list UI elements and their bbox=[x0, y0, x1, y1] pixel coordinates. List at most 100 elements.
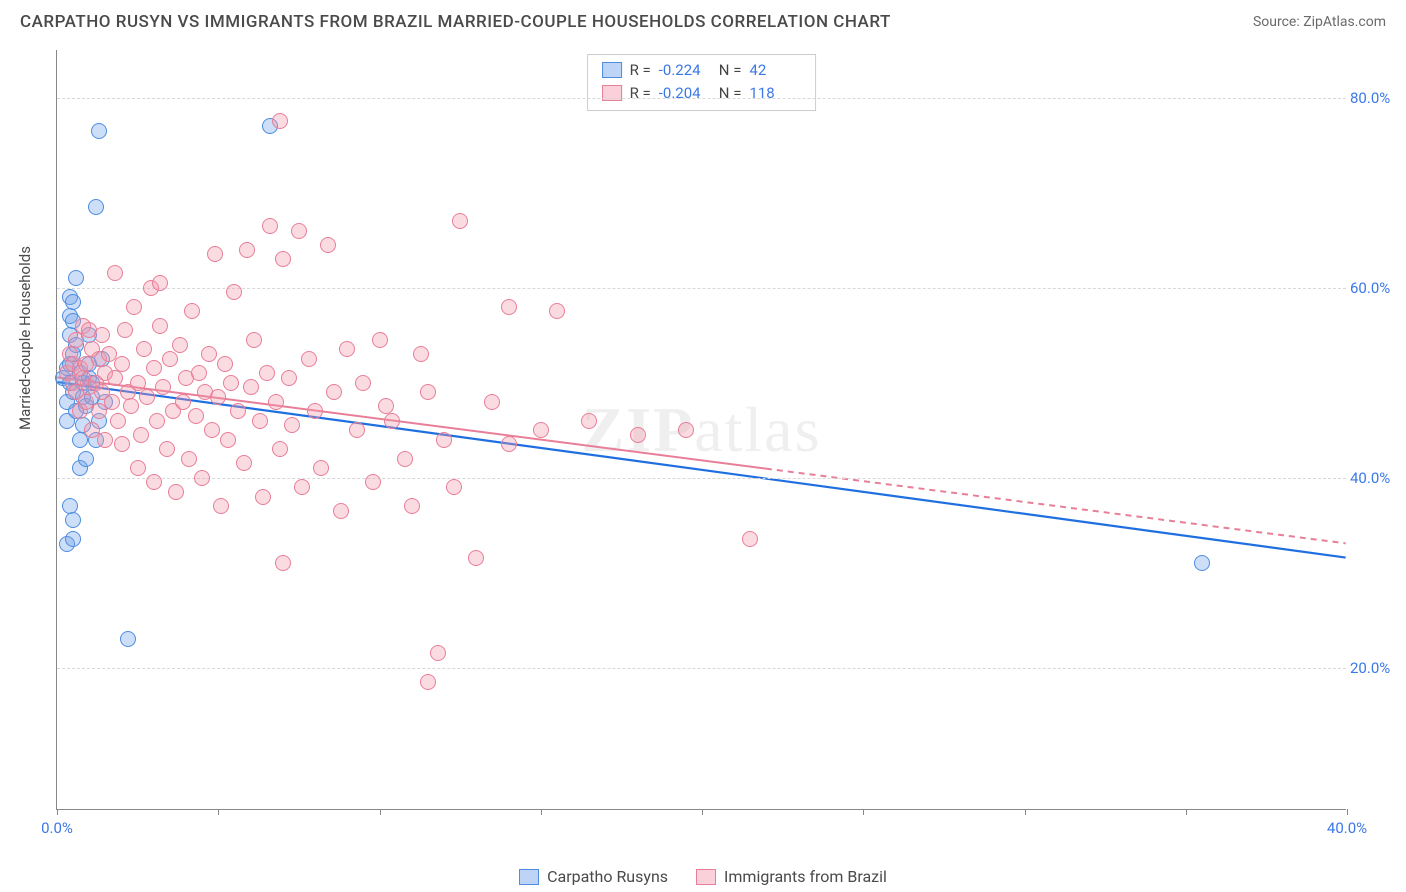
data-point bbox=[217, 356, 233, 372]
data-point bbox=[355, 375, 371, 391]
data-point bbox=[307, 403, 323, 419]
data-point bbox=[420, 384, 436, 400]
data-point bbox=[136, 341, 152, 357]
scatter-chart: ZIPatlas R =-0.224N =42R =-0.204N =118 2… bbox=[56, 50, 1346, 810]
legend-label: Carpatho Rusyns bbox=[547, 867, 668, 886]
x-tick bbox=[380, 809, 381, 815]
data-point bbox=[275, 251, 291, 267]
data-point bbox=[223, 375, 239, 391]
data-point bbox=[65, 531, 81, 547]
data-point bbox=[430, 645, 446, 661]
data-point bbox=[742, 531, 758, 547]
x-tick bbox=[702, 809, 703, 815]
data-point bbox=[130, 460, 146, 476]
data-point bbox=[281, 370, 297, 386]
data-point bbox=[252, 413, 268, 429]
y-axis-label: Married-couple Households bbox=[16, 246, 34, 430]
data-point bbox=[404, 498, 420, 514]
data-point bbox=[188, 408, 204, 424]
data-point bbox=[349, 422, 365, 438]
data-point bbox=[268, 394, 284, 410]
data-point bbox=[152, 318, 168, 334]
data-point bbox=[201, 346, 217, 362]
r-label: R = bbox=[630, 59, 651, 82]
data-point bbox=[284, 417, 300, 433]
data-point bbox=[549, 303, 565, 319]
data-point bbox=[94, 327, 110, 343]
x-tick bbox=[57, 809, 58, 815]
data-point bbox=[88, 199, 104, 215]
gridline-h bbox=[57, 98, 1346, 99]
correlation-stats-box: R =-0.224N =42R =-0.204N =118 bbox=[587, 54, 817, 111]
y-tick-label: 20.0% bbox=[1350, 659, 1400, 677]
series-swatch bbox=[602, 62, 622, 78]
data-point bbox=[320, 237, 336, 253]
data-point bbox=[117, 322, 133, 338]
x-tick bbox=[863, 809, 864, 815]
data-point bbox=[110, 413, 126, 429]
data-point bbox=[91, 123, 107, 139]
data-point bbox=[155, 379, 171, 395]
data-point bbox=[133, 427, 149, 443]
data-point bbox=[468, 550, 484, 566]
data-point bbox=[259, 365, 275, 381]
data-point bbox=[372, 332, 388, 348]
legend-label: Immigrants from Brazil bbox=[724, 867, 887, 886]
data-point bbox=[175, 394, 191, 410]
data-point bbox=[204, 422, 220, 438]
data-point bbox=[168, 484, 184, 500]
stats-row: R =-0.224N =42 bbox=[602, 59, 802, 82]
data-point bbox=[172, 337, 188, 353]
data-point bbox=[210, 389, 226, 405]
x-tick-label: 0.0% bbox=[41, 819, 73, 837]
data-point bbox=[313, 460, 329, 476]
data-point bbox=[243, 379, 259, 395]
data-point bbox=[239, 242, 255, 258]
data-point bbox=[104, 394, 120, 410]
data-point bbox=[230, 403, 246, 419]
x-tick bbox=[541, 809, 542, 815]
data-point bbox=[630, 427, 646, 443]
data-point bbox=[114, 356, 130, 372]
data-point bbox=[339, 341, 355, 357]
x-tick bbox=[1186, 809, 1187, 815]
data-point bbox=[255, 489, 271, 505]
data-point bbox=[446, 479, 462, 495]
source-attribution: Source: ZipAtlas.com bbox=[1253, 14, 1386, 30]
trend-lines bbox=[57, 50, 1346, 809]
gridline-h bbox=[57, 668, 1346, 669]
data-point bbox=[413, 346, 429, 362]
data-point bbox=[78, 451, 94, 467]
data-point bbox=[533, 422, 549, 438]
y-tick-label: 80.0% bbox=[1350, 89, 1400, 107]
data-point bbox=[246, 332, 262, 348]
data-point bbox=[678, 422, 694, 438]
data-point bbox=[420, 674, 436, 690]
data-point bbox=[384, 413, 400, 429]
data-point bbox=[262, 218, 278, 234]
data-point bbox=[501, 299, 517, 315]
data-point bbox=[1194, 555, 1210, 571]
data-point bbox=[294, 479, 310, 495]
data-point bbox=[159, 441, 175, 457]
legend-item: Immigrants from Brazil bbox=[696, 867, 887, 886]
data-point bbox=[68, 270, 84, 286]
data-point bbox=[326, 384, 342, 400]
data-point bbox=[149, 413, 165, 429]
data-point bbox=[107, 265, 123, 281]
data-point bbox=[452, 213, 468, 229]
n-label: N = bbox=[719, 82, 742, 105]
data-point bbox=[123, 398, 139, 414]
n-label: N = bbox=[719, 59, 742, 82]
data-point bbox=[152, 275, 168, 291]
data-point bbox=[146, 474, 162, 490]
data-point bbox=[581, 413, 597, 429]
data-point bbox=[65, 294, 81, 310]
data-point bbox=[236, 455, 252, 471]
x-tick bbox=[1025, 809, 1026, 815]
data-point bbox=[291, 223, 307, 239]
watermark: ZIPatlas bbox=[582, 393, 822, 467]
y-tick-label: 60.0% bbox=[1350, 279, 1400, 297]
data-point bbox=[272, 113, 288, 129]
data-point bbox=[275, 555, 291, 571]
